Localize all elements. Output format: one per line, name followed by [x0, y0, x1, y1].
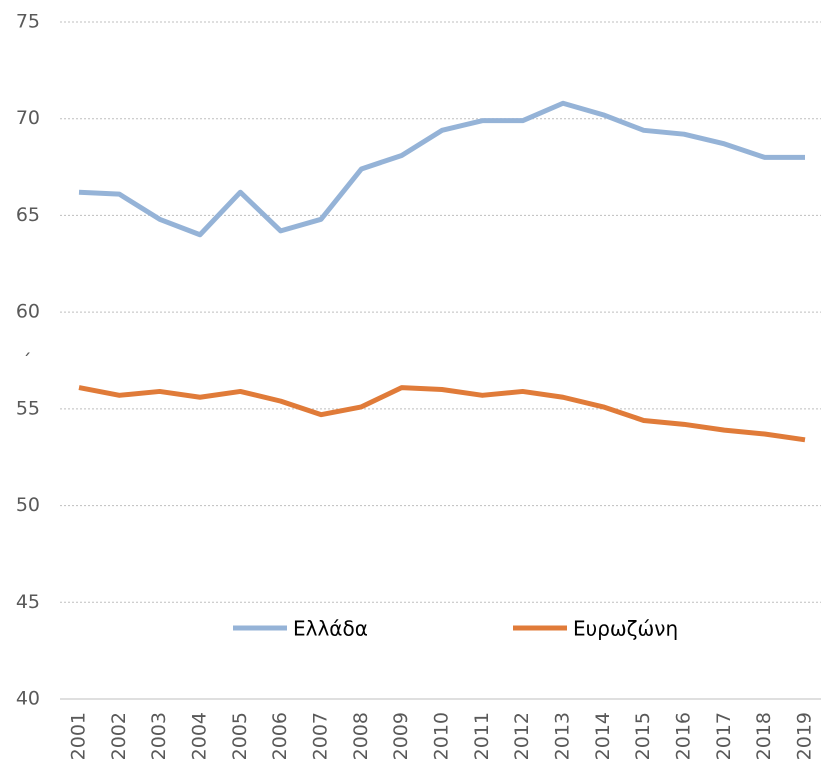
x-tick-label: 2009 — [390, 712, 412, 760]
x-tick-label: 2018 — [753, 712, 775, 760]
x-tick-label: 2007 — [310, 712, 332, 760]
y-tick-label: 65 — [16, 204, 40, 226]
y-tick-label: 60 — [16, 301, 40, 323]
line-series — [78, 100, 805, 238]
x-tick-label: 2002 — [108, 712, 130, 760]
line-series — [78, 385, 806, 443]
x-tick-label: 2017 — [713, 712, 735, 760]
x-tick-label: 2001 — [68, 712, 90, 760]
x-tick-label: 2011 — [471, 712, 493, 760]
y-tick-label: 70 — [16, 107, 40, 129]
y-tick-label: 50 — [16, 494, 40, 516]
x-tick-label: 2013 — [552, 712, 574, 760]
x-tick-label: 2015 — [632, 712, 654, 760]
y-tick-label: 55 — [16, 397, 40, 419]
x-tick-label: 2016 — [673, 712, 695, 760]
y-tick-label: 45 — [16, 591, 40, 613]
x-tick-label: 2003 — [148, 712, 170, 760]
x-tick-label: 2010 — [431, 712, 453, 760]
x-tick-label: 2012 — [511, 712, 533, 760]
x-tick-label: 2004 — [189, 712, 211, 760]
legend-label: Ελλάδα — [293, 617, 368, 641]
legend-label: Ευρωζώνη — [573, 617, 678, 641]
x-tick-label: 2019 — [794, 712, 816, 760]
x-tick-label: 2014 — [592, 712, 614, 760]
y-tick-label: 40 — [16, 688, 40, 710]
x-tick-label: 2008 — [350, 712, 372, 760]
x-tick-label: 2005 — [229, 712, 251, 760]
x-tick-label: 2006 — [269, 712, 291, 760]
y-tick-label: 75 — [16, 11, 40, 33]
annotation: ´ — [22, 351, 32, 373]
